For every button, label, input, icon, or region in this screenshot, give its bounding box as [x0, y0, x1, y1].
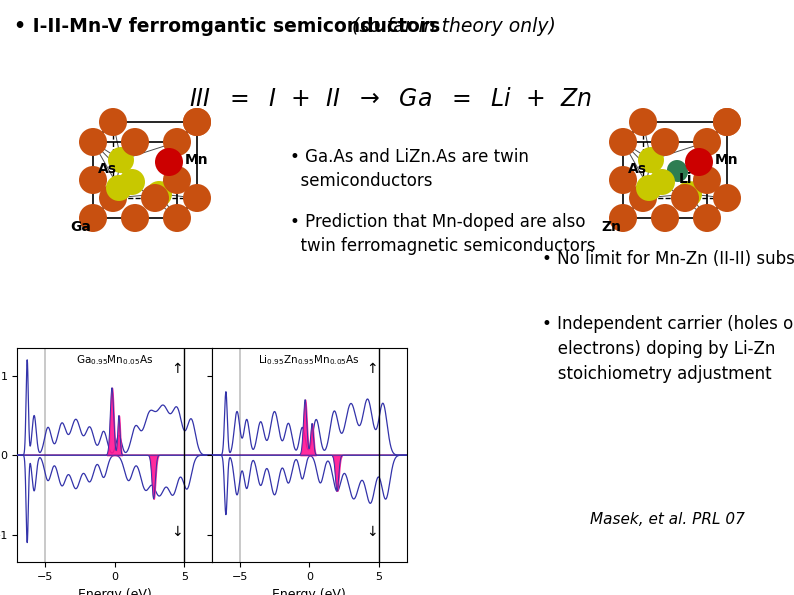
Circle shape — [629, 184, 657, 212]
Text: Mn: Mn — [715, 153, 738, 167]
Text: As: As — [628, 162, 647, 176]
Circle shape — [141, 184, 169, 212]
Circle shape — [108, 147, 134, 173]
Circle shape — [183, 108, 211, 136]
Circle shape — [713, 108, 741, 136]
Circle shape — [155, 148, 183, 176]
Text: • Prediction that Mn-doped are also
  twin ferromagnetic semiconductors: • Prediction that Mn-doped are also twin… — [290, 213, 596, 255]
Circle shape — [693, 128, 721, 156]
Circle shape — [121, 204, 149, 232]
Circle shape — [609, 204, 637, 232]
Text: As: As — [98, 162, 117, 176]
Circle shape — [676, 181, 702, 207]
Circle shape — [119, 169, 145, 195]
Text: • Ga.As and LiZn.As are twin
  semiconductors: • Ga.As and LiZn.As are twin semiconduct… — [290, 148, 529, 190]
Circle shape — [651, 128, 679, 156]
Circle shape — [629, 108, 657, 136]
Circle shape — [163, 128, 191, 156]
Text: Zn: Zn — [601, 220, 621, 234]
Text: (so far in theory only): (so far in theory only) — [352, 17, 556, 36]
Circle shape — [79, 204, 107, 232]
Circle shape — [713, 108, 741, 136]
Circle shape — [667, 160, 687, 180]
Text: $\bf{\mathit{III}}$  $=$  $\bf{\mathit{I}}$  $+$  $\bf{\mathit{II}}$  $\rightarr: $\bf{\mathit{III}}$ $=$ $\bf{\mathit{I}}… — [189, 89, 592, 111]
Circle shape — [671, 184, 699, 212]
Circle shape — [649, 169, 675, 195]
Circle shape — [183, 184, 211, 212]
Circle shape — [609, 128, 637, 156]
Text: • Independent carrier (holes or
   electrons) doping by Li-Zn
   stoichiometry a: • Independent carrier (holes or electron… — [542, 315, 794, 383]
Circle shape — [146, 181, 172, 207]
Text: ↑: ↑ — [366, 362, 378, 375]
Text: ↓: ↓ — [366, 524, 378, 538]
Circle shape — [636, 175, 662, 201]
Circle shape — [99, 184, 127, 212]
Circle shape — [163, 166, 191, 194]
Circle shape — [163, 204, 191, 232]
Circle shape — [668, 162, 688, 182]
Text: ↓: ↓ — [172, 524, 183, 538]
Circle shape — [121, 128, 149, 156]
Circle shape — [651, 204, 679, 232]
Text: Li$_{0.95}$Zn$_{0.95}$Mn$_{0.05}$As: Li$_{0.95}$Zn$_{0.95}$Mn$_{0.05}$As — [258, 353, 360, 368]
Circle shape — [609, 166, 637, 194]
Circle shape — [685, 148, 713, 176]
X-axis label: Energy (eV): Energy (eV) — [272, 587, 346, 595]
Circle shape — [106, 175, 132, 201]
Circle shape — [638, 147, 664, 173]
Text: • I-II-Mn-V ferromgantic semiconductors: • I-II-Mn-V ferromgantic semiconductors — [14, 17, 447, 36]
Text: • No limit for Mn-Zn (II-II) substitution: • No limit for Mn-Zn (II-II) substitutio… — [542, 250, 794, 268]
Circle shape — [99, 108, 127, 136]
Text: Ga: Ga — [70, 220, 91, 234]
Circle shape — [79, 166, 107, 194]
Circle shape — [693, 166, 721, 194]
Text: Masek, et al. PRL 07: Masek, et al. PRL 07 — [590, 512, 745, 527]
Text: Ga$_{0.95}$Mn$_{0.05}$As: Ga$_{0.95}$Mn$_{0.05}$As — [76, 353, 153, 368]
Text: Mn: Mn — [185, 153, 209, 167]
Circle shape — [693, 204, 721, 232]
Text: Li: Li — [679, 172, 692, 186]
X-axis label: Energy (eV): Energy (eV) — [78, 587, 152, 595]
Text: ↑: ↑ — [172, 362, 183, 375]
Circle shape — [79, 128, 107, 156]
Circle shape — [183, 108, 211, 136]
Circle shape — [713, 184, 741, 212]
